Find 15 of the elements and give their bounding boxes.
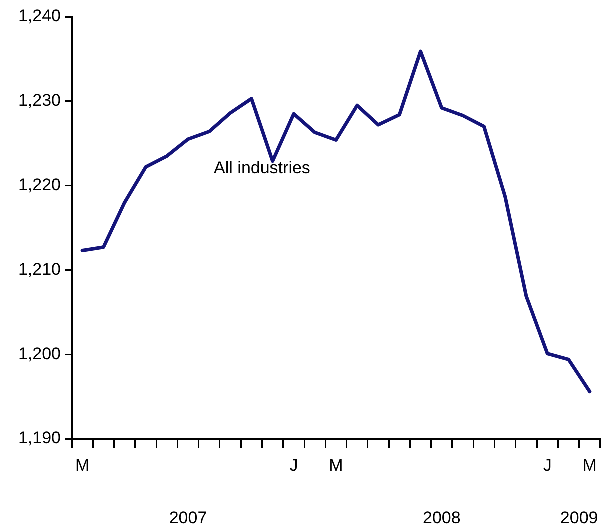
text: 2009 [560,508,598,527]
y-tick-label: 1,190 [18,428,61,448]
x-tick-label: J [543,456,552,475]
y-tick-label: 1,200 [18,344,61,364]
x-tick-label: J [290,456,298,475]
y-tick-label: 1,210 [18,260,61,279]
y-tick-label: 1,240 [18,6,61,26]
y-tick-label: 1,230 [18,91,61,110]
x-tick-label: M [75,456,90,475]
text: 2007 [169,508,208,527]
y-tick-label: 1,220 [18,175,61,194]
text: 2008 [423,508,461,527]
series-label: All industries [214,158,310,178]
x-tick-label: M [329,456,344,475]
x-tick-label: M [582,456,597,475]
